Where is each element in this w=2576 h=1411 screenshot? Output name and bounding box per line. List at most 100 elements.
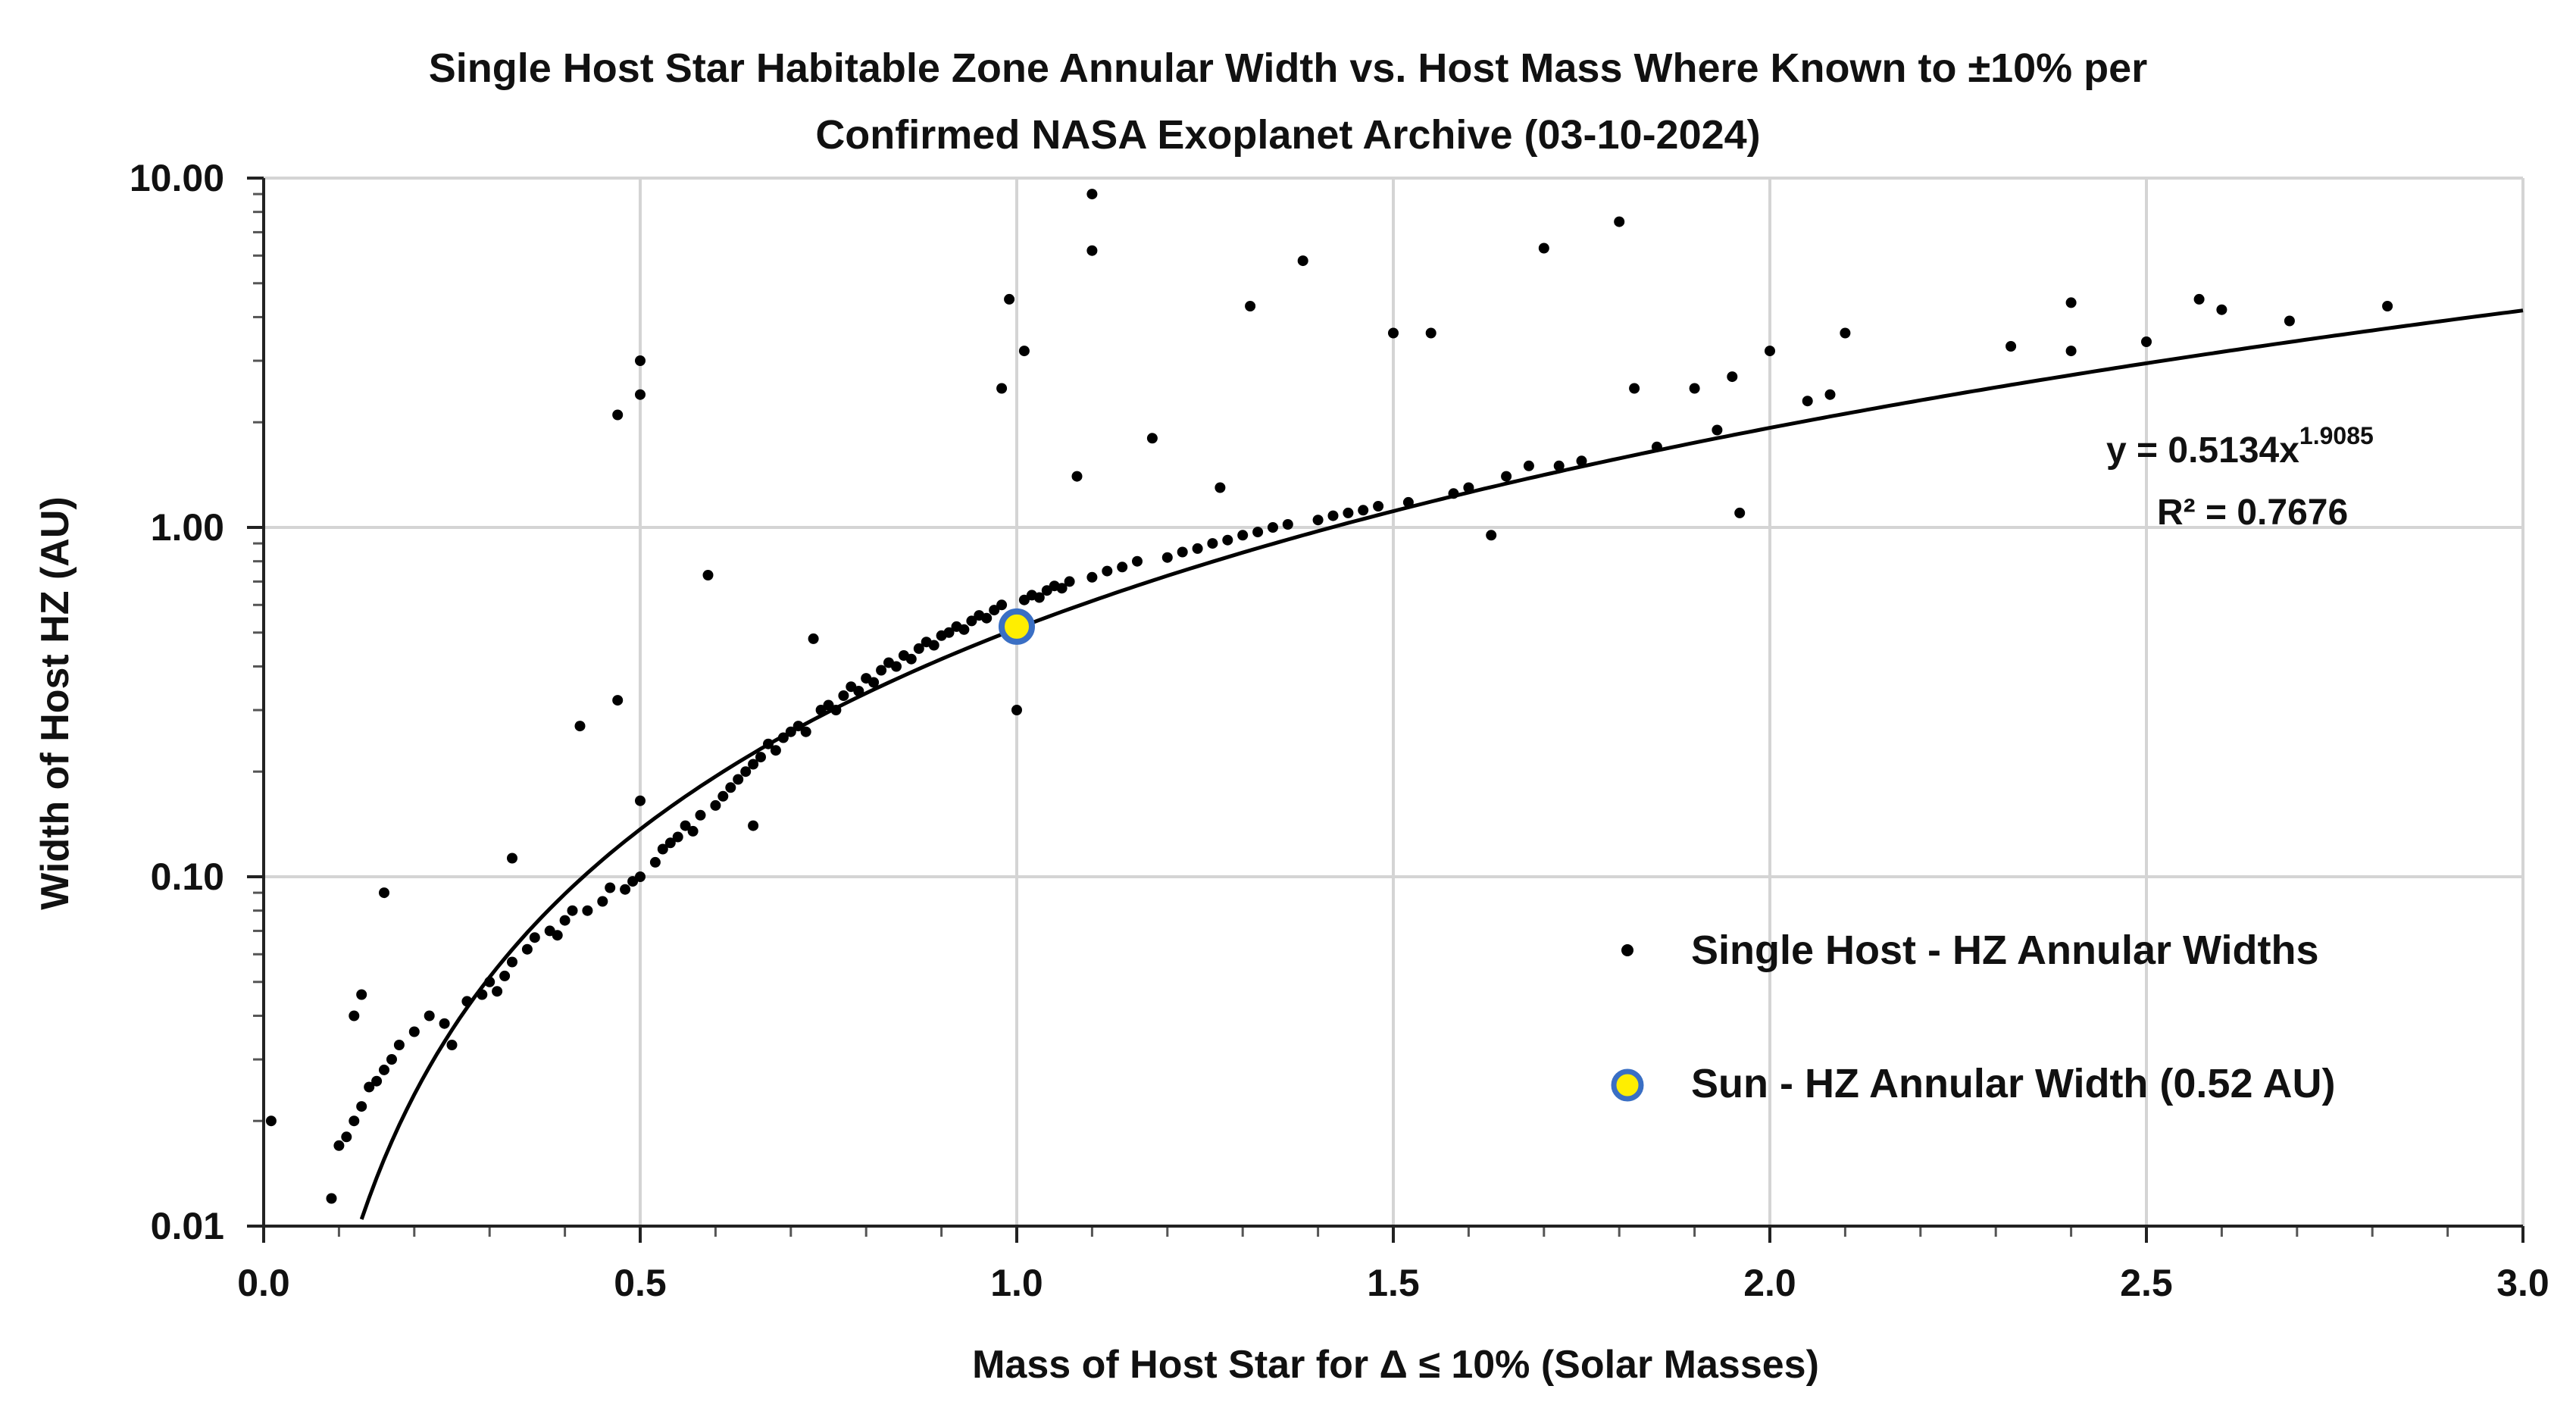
data-point bbox=[1629, 383, 1640, 394]
data-point bbox=[748, 759, 759, 770]
data-point bbox=[1056, 583, 1068, 594]
data-point bbox=[1161, 552, 1173, 563]
data-point bbox=[1237, 530, 1249, 541]
data-point bbox=[905, 653, 917, 665]
data-point bbox=[1297, 255, 1308, 267]
data-point bbox=[876, 665, 887, 676]
data-point bbox=[695, 809, 706, 821]
data-point bbox=[559, 915, 571, 926]
scatter-points bbox=[265, 189, 2393, 1204]
data-point bbox=[1282, 519, 1293, 530]
data-point bbox=[1222, 534, 1233, 546]
data-point bbox=[1018, 594, 1030, 605]
data-point bbox=[966, 615, 977, 627]
data-point bbox=[1086, 571, 1098, 583]
data-point bbox=[1388, 327, 1399, 339]
data-point bbox=[1207, 538, 1218, 549]
data-point bbox=[1538, 242, 1549, 254]
x-tick-label-5: 2.5 bbox=[2120, 1262, 2173, 1304]
data-point bbox=[1802, 396, 1813, 407]
trendline bbox=[359, 308, 2524, 1220]
data-point bbox=[989, 605, 1000, 616]
y-axis-title: Width of Host HZ (AU) bbox=[33, 496, 77, 909]
x-tick-label-1: 0.5 bbox=[614, 1262, 667, 1304]
data-point bbox=[265, 1115, 277, 1127]
data-point bbox=[612, 409, 624, 421]
data-point bbox=[1011, 705, 1022, 715]
data-point bbox=[1086, 245, 1098, 256]
data-point bbox=[687, 825, 699, 837]
x-tick-label-6: 3.0 bbox=[2496, 1262, 2549, 1304]
data-point bbox=[341, 1131, 352, 1143]
data-point bbox=[733, 774, 744, 785]
x-axis-title: Mass of Host Star for Δ ≤ 10% (Solar Mas… bbox=[972, 1343, 1819, 1387]
y-tick-label-1: 0.10 bbox=[151, 856, 224, 898]
data-point bbox=[1071, 471, 1083, 482]
data-point bbox=[1004, 293, 1015, 305]
data-point bbox=[349, 1115, 360, 1127]
data-point bbox=[770, 745, 781, 756]
data-point bbox=[371, 1075, 383, 1087]
x-tick-label-3: 1.5 bbox=[1367, 1262, 1420, 1304]
data-point bbox=[2284, 315, 2295, 327]
trendline-equation-exponent: 1.9085 bbox=[2299, 422, 2374, 449]
trendline-equation: y = 0.5134x1.9085 bbox=[2106, 422, 2374, 471]
data-point bbox=[1553, 460, 1565, 471]
data-point bbox=[492, 986, 503, 997]
data-point bbox=[521, 943, 533, 955]
data-point bbox=[1689, 383, 1700, 394]
data-point bbox=[507, 956, 517, 968]
data-point bbox=[800, 726, 811, 737]
data-point bbox=[664, 837, 676, 849]
data-point bbox=[943, 627, 955, 638]
data-point bbox=[1177, 546, 1188, 558]
data-point bbox=[1146, 433, 1158, 444]
data-point bbox=[1727, 371, 1738, 383]
y-axis-ticks: 0.01 0.10 1.00 10.00 bbox=[130, 157, 264, 1247]
chart-title-line-2: Confirmed NASA Exoplanet Archive (03-10-… bbox=[815, 112, 1760, 158]
data-point bbox=[710, 799, 721, 811]
data-point bbox=[1486, 530, 1497, 541]
data-point bbox=[582, 905, 593, 916]
trendline-equation-base: y = 0.5134x bbox=[2106, 430, 2299, 471]
data-point bbox=[574, 721, 586, 732]
data-point bbox=[567, 905, 578, 916]
data-point bbox=[379, 887, 389, 899]
data-point bbox=[1425, 327, 1436, 339]
data-point bbox=[379, 1064, 389, 1075]
data-point bbox=[702, 570, 714, 580]
data-point bbox=[2141, 336, 2152, 347]
data-point bbox=[326, 1193, 337, 1204]
data-point bbox=[913, 643, 924, 654]
legend-marker-dots bbox=[1621, 944, 1633, 956]
data-point bbox=[1102, 565, 1113, 577]
data-point bbox=[364, 1081, 375, 1093]
data-point bbox=[1064, 576, 1075, 587]
data-point bbox=[2065, 297, 2077, 308]
minor-ticks bbox=[253, 192, 2449, 1237]
data-point bbox=[507, 853, 517, 864]
y-tick-label-3: 10.00 bbox=[130, 157, 224, 199]
y-tick-label-2: 1.00 bbox=[151, 506, 224, 549]
data-point bbox=[393, 1040, 405, 1050]
sun-data-point bbox=[999, 608, 1035, 645]
data-point bbox=[635, 795, 646, 806]
data-point bbox=[672, 831, 683, 843]
data-point bbox=[424, 1010, 435, 1021]
data-point bbox=[2382, 301, 2393, 311]
data-point bbox=[1523, 460, 1534, 471]
data-point bbox=[1086, 189, 1098, 200]
data-point bbox=[1343, 507, 1354, 518]
data-point bbox=[838, 690, 849, 701]
data-point bbox=[1132, 555, 1143, 567]
data-point bbox=[1501, 471, 1512, 482]
data-point bbox=[823, 699, 834, 711]
data-point bbox=[1358, 505, 1369, 516]
data-point bbox=[635, 871, 646, 882]
data-point bbox=[605, 882, 616, 893]
data-point bbox=[635, 355, 646, 366]
data-point bbox=[439, 1018, 450, 1029]
data-point bbox=[1018, 346, 1030, 357]
data-point bbox=[333, 1140, 345, 1151]
y-tick-label-0: 0.01 bbox=[151, 1205, 224, 1247]
